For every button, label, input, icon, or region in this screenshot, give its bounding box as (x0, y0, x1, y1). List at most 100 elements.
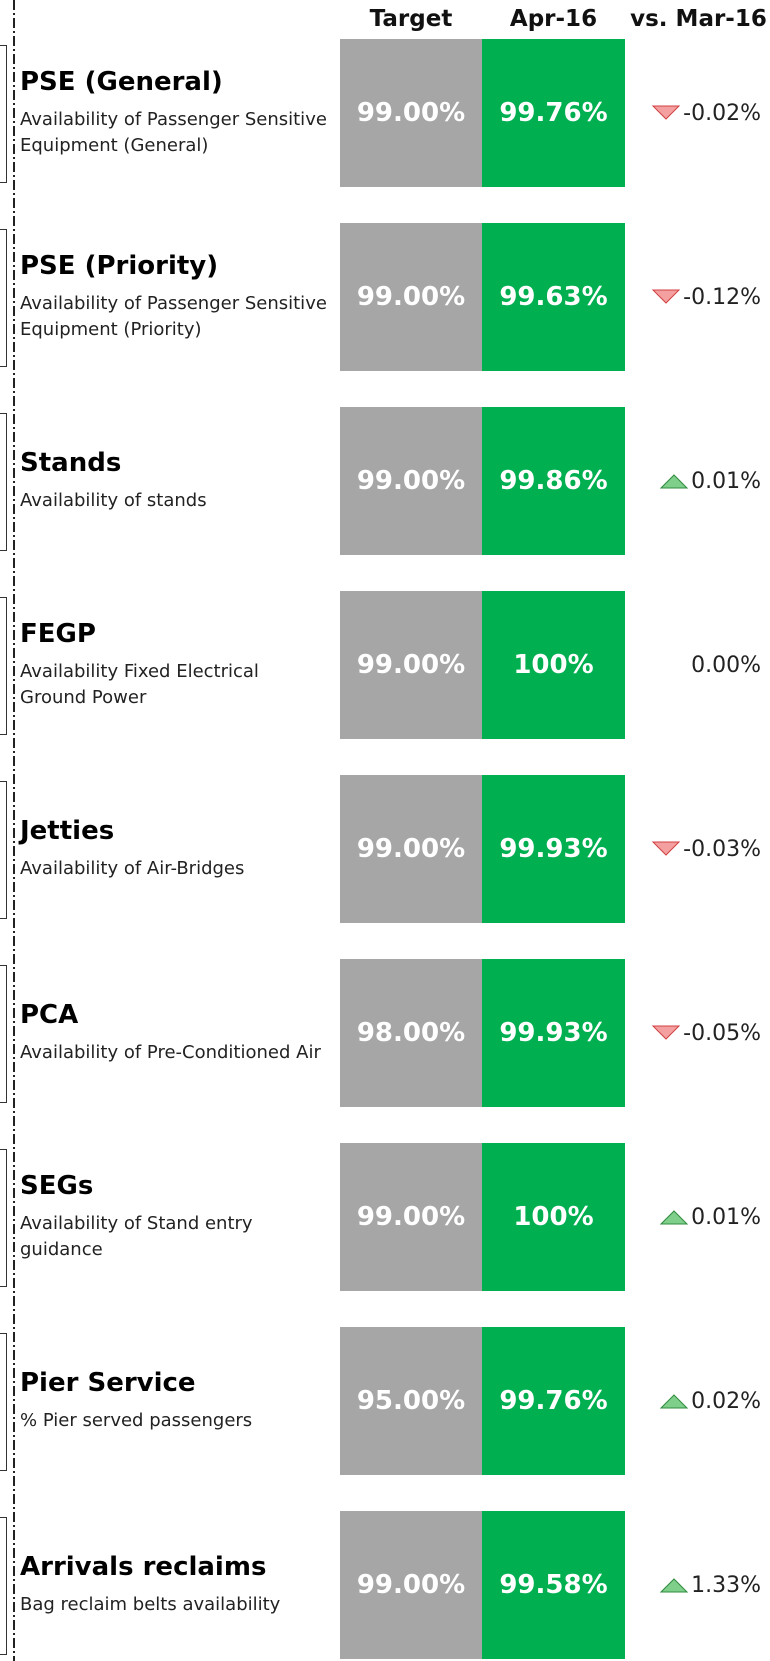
kpi-title: Stands (20, 448, 122, 478)
trend-icon (651, 1025, 681, 1040)
label: FEGP Availability Fixed Electrical Ground… (20, 591, 330, 739)
kpi-row: SEGs Availability of Stand entry guidance… (0, 1143, 770, 1291)
actual-cell: 99.86% (482, 407, 625, 555)
change-cell: 0.01% (627, 1143, 769, 1291)
target-cell: 99.00% (340, 223, 482, 371)
bracket (0, 1333, 7, 1471)
change-value: -0.12% (683, 284, 761, 310)
trend-triangle (651, 105, 681, 120)
bracket (0, 781, 7, 919)
bracket (0, 1149, 7, 1287)
bracket (0, 965, 7, 1103)
target-cell: 99.00% (340, 775, 482, 923)
dashed-rule (13, 0, 15, 1661)
label: Jetties Availability of Air-Bridges (20, 775, 330, 923)
target-cell: 99.00% (340, 591, 482, 739)
change-value: -0.05% (683, 1020, 761, 1046)
kpi-description: Availability Fixed Electrical Ground Pow… (20, 661, 259, 708)
change-cell: -0.12% (627, 223, 769, 371)
actual-cell: 100% (482, 1143, 625, 1291)
change-value: 0.01% (691, 468, 761, 494)
change-cell: -0.02% (627, 39, 769, 187)
actual-cell: 99.93% (482, 775, 625, 923)
trend-triangle (651, 841, 681, 856)
label: PCA Availability of Pre-Conditioned Air (20, 959, 330, 1107)
kpi-description: Availability of Passenger Sensitive Equi… (20, 293, 327, 340)
header-target: Target (369, 6, 453, 32)
change-value: 0.01% (691, 1204, 761, 1230)
actual-cell: 99.58% (482, 1511, 625, 1659)
label: PSE (General) Availability of Passenger S… (20, 39, 330, 187)
kpi-description: Availability of Pre-Conditioned Air (20, 1042, 321, 1063)
kpi-description: Availability of stands (20, 490, 207, 511)
kpi-row: Arrivals reclaims Bag reclaim belts avail… (0, 1511, 770, 1659)
kpi-description: % Pier served passengers (20, 1410, 253, 1431)
target-cell: 99.00% (340, 1511, 482, 1659)
target-cell: 99.00% (340, 407, 482, 555)
kpi-title: PSE (General) (20, 67, 223, 97)
label: Arrivals reclaims Bag reclaim belts avail… (20, 1511, 330, 1659)
kpi-row: FEGP Availability Fixed Electrical Ground… (0, 591, 770, 739)
kpi-title: Arrivals reclaims (20, 1552, 267, 1582)
bracket (0, 229, 7, 367)
target-cell: 99.00% (340, 1143, 482, 1291)
kpi-description: Availability of Air-Bridges (20, 858, 245, 879)
kpi-title: SEGs (20, 1171, 94, 1201)
target-cell: 99.00% (340, 39, 482, 187)
bracket (0, 1517, 7, 1655)
trend-triangle (651, 1025, 681, 1040)
header-actual: Apr-16 (509, 6, 598, 32)
target-cell: 95.00% (340, 1327, 482, 1475)
trend-triangle (659, 1578, 689, 1593)
change-cell: 1.33% (627, 1511, 769, 1659)
trend-icon (651, 841, 681, 856)
kpi-row: Stands Availability of stands 99.00% 99.86%… (0, 407, 770, 555)
label: Pier Service % Pier served passengers (20, 1327, 330, 1475)
label: Stands Availability of stands (20, 407, 330, 555)
change-cell: 0.02% (627, 1327, 769, 1475)
change-cell: -0.03% (627, 775, 769, 923)
actual-cell: 99.93% (482, 959, 625, 1107)
kpi-title: PSE (Priority) (20, 251, 219, 281)
trend-triangle (659, 1394, 689, 1409)
label: SEGs Availability of Stand entry guidance (20, 1143, 330, 1291)
actual-cell: 100% (482, 591, 625, 739)
actual-cell: 99.76% (482, 1327, 625, 1475)
kpi-title: PCA (20, 1000, 79, 1030)
change-value: -0.03% (683, 836, 761, 862)
kpi-title: FEGP (20, 619, 96, 649)
kpi-row: PSE (General) Availability of Passenger S… (0, 39, 770, 187)
kpi-description: Availability of Stand entry guidance (20, 1213, 253, 1260)
kpi-description: Availability of Passenger Sensitive Equi… (20, 109, 327, 156)
change-value: 0.00% (691, 652, 761, 678)
trend-icon (651, 105, 681, 120)
change-value: 1.33% (691, 1572, 761, 1598)
change-cell: 0.00% (627, 591, 769, 739)
kpi-row: Jetties Availability of Air-Bridges 99.00%… (0, 775, 770, 923)
kpi-row: PCA Availability of Pre-Conditioned Air 98… (0, 959, 770, 1107)
trend-icon (659, 474, 689, 489)
trend-icon (659, 1578, 689, 1593)
actual-cell: 99.63% (482, 223, 625, 371)
bracket (0, 45, 7, 183)
change-cell: -0.05% (627, 959, 769, 1107)
trend-triangle (659, 1210, 689, 1225)
trend-icon (659, 1210, 689, 1225)
target-cell: 98.00% (340, 959, 482, 1107)
actual-cell: 99.76% (482, 39, 625, 187)
change-value: -0.02% (683, 100, 761, 126)
kpi-title: Pier Service (20, 1368, 196, 1398)
trend-icon (659, 1394, 689, 1409)
kpi-title: Jetties (20, 816, 115, 846)
trend-triangle (651, 289, 681, 304)
trend-icon (651, 289, 681, 304)
change-cell: 0.01% (627, 407, 769, 555)
label: PSE (Priority) Availability of Passenger … (20, 223, 330, 371)
bracket (0, 597, 7, 735)
header-change: vs. Mar-16 (630, 6, 767, 32)
change-value: 0.02% (691, 1388, 761, 1414)
kpi-description: Bag reclaim belts availability (20, 1594, 281, 1615)
kpi-row: Pier Service % Pier served passengers 95.0… (0, 1327, 770, 1475)
bracket (0, 413, 7, 551)
